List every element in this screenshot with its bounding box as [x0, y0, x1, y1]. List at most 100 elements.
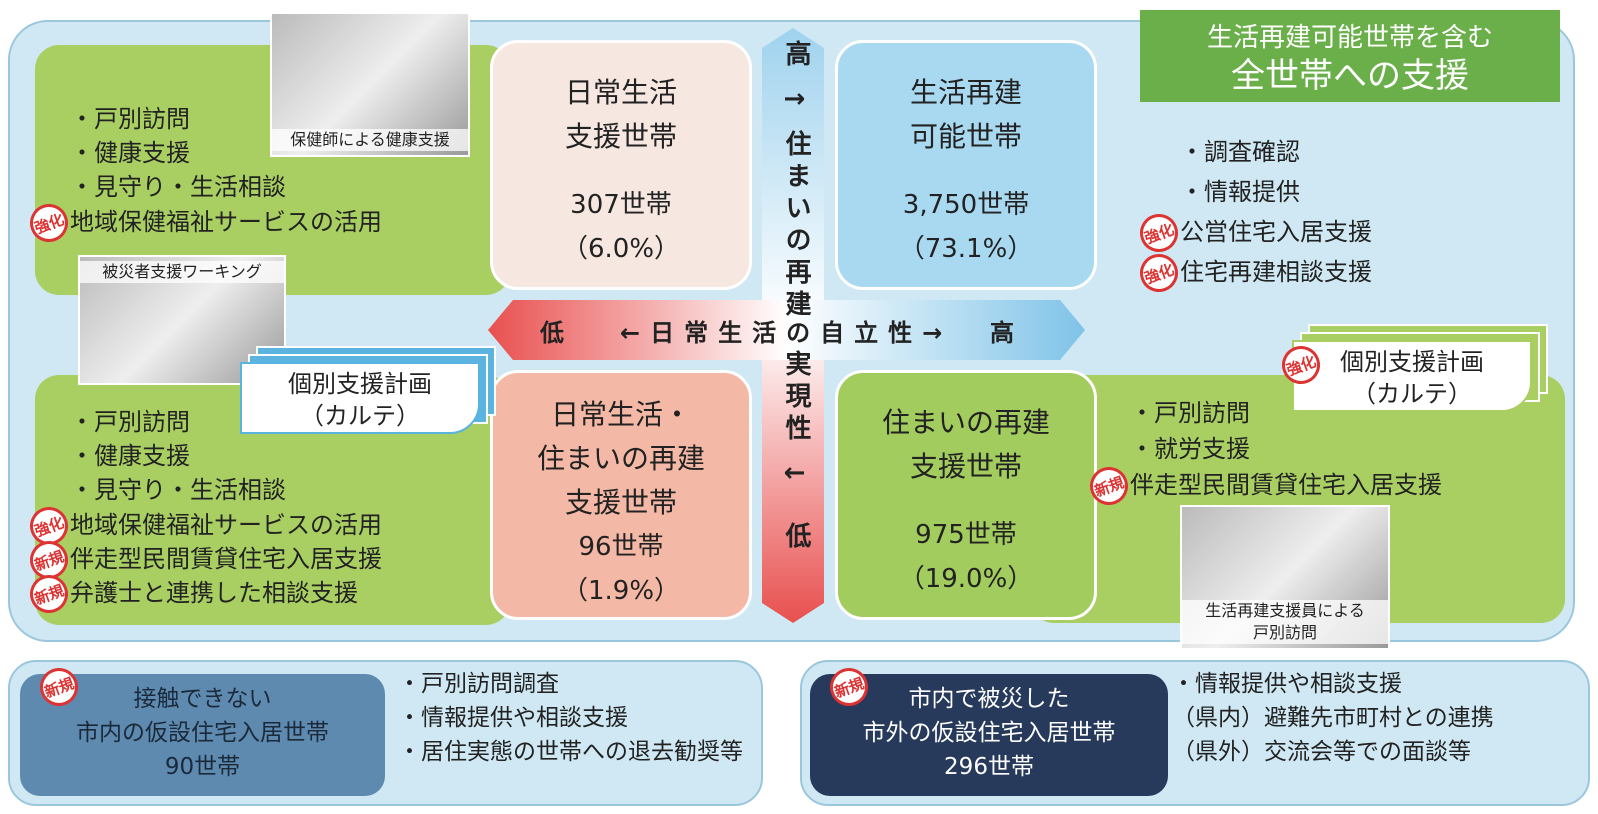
list-item: ・就労支援 [1130, 431, 1250, 467]
quadrant-title: 住まいの再建 [536, 442, 705, 475]
axis-label: 住まいの再建 [781, 130, 811, 322]
quadrant-title: 可能世帯 [909, 120, 1022, 153]
quadrant-percent: （73.1%） [898, 234, 1034, 264]
list-item: ・情報提供や相談支援 [398, 702, 758, 734]
caption-line: 被災者支援ワーキング [102, 262, 262, 281]
quadrant-title: 日常生活・ [550, 398, 691, 431]
list-text: 伴走型民間賃貸住宅入居支援 [1130, 471, 1442, 499]
karte-line: （カルテ） [300, 402, 420, 430]
list-item: 新規 伴走型民間賃貸住宅入居支援 [24, 535, 382, 585]
quadrant-title: 支援世帯 [564, 120, 677, 153]
karte: 個別支援計画 （カルテ） [1292, 340, 1532, 412]
photo-caption: 生活再建支援員による 戸別訪問 [1182, 600, 1388, 644]
list-item: ・戸別訪問 [1130, 395, 1250, 431]
list-text: 地域保健福祉サービスの活用 [70, 511, 382, 539]
bullet: ・ [1172, 671, 1195, 697]
bullet: ・ [398, 739, 421, 765]
karte-line: （カルテ） [1352, 380, 1472, 408]
list-item: ・戸別訪問調査 [398, 668, 758, 700]
list-item: （県外）交流会等での面談等 [1172, 736, 1592, 768]
list-item: （県内）避難先市町村との連携 [1172, 702, 1592, 734]
quadrant: 住まいの再建 支援世帯 975世帯 （19.0%） [835, 370, 1097, 620]
bullet: ・ [70, 139, 94, 167]
list-item: ・戸別訪問 [70, 405, 190, 439]
karte-line: 個別支援計画 [288, 370, 432, 398]
list-item: 新規 伴走型民間賃貸住宅入居支援 [1084, 461, 1442, 511]
bullet: ・ [70, 105, 94, 133]
axis-label: ↑ [778, 88, 808, 116]
list-text: 地域保健福祉サービスの活用 [70, 208, 382, 236]
banner: 生活再建可能世帯を含む 全世帯への支援 [1140, 10, 1560, 102]
list-text: 情報提供や相談支援 [1195, 671, 1402, 697]
list-text: 弁護士と連携した相談支援 [70, 579, 358, 607]
karte-line: 個別支援計画 [1340, 348, 1484, 376]
list-item: 強化 公営住宅入居支援 [1134, 208, 1372, 258]
caption-line: 保健師による健康支援 [290, 130, 450, 149]
axis-label: 低 [540, 319, 564, 347]
quadrant-count: 975世帯 [915, 520, 1017, 550]
bullet: ・ [70, 476, 94, 504]
list-text: 見守り・生活相談 [94, 476, 286, 504]
bullet: ・ [1180, 138, 1204, 166]
list-item: ・情報提供 [1180, 172, 1300, 212]
quadrant-title: 住まいの再建 [881, 406, 1050, 439]
bullet: ・ [1130, 435, 1154, 463]
list-text: 戸別訪問 [94, 105, 190, 133]
list-text: 調査確認 [1204, 138, 1300, 166]
list-item: ・調査確認 [1180, 132, 1300, 172]
caption-line: 戸別訪問 [1252, 623, 1317, 642]
bottom-line: 市外の仮設住宅入居世帯 [862, 720, 1116, 746]
list-item: 強化 住宅再建相談支援 [1134, 248, 1372, 298]
quadrant-count: 96世帯 [578, 532, 664, 562]
bullet: ・ [1180, 178, 1204, 206]
list-text: 見守り・生活相談 [94, 173, 286, 201]
photo-caption: 被災者支援ワーキング [80, 261, 284, 283]
bottom-line: 90世帯 [164, 754, 241, 780]
list-text: 戸別訪問 [94, 408, 190, 436]
list-item: 新規 弁護士と連携した相談支援 [24, 569, 358, 619]
bullet: ・ [70, 442, 94, 470]
list-text: 公営住宅入居支援 [1180, 218, 1372, 246]
list-item: ・見守り・生活相談 [70, 170, 286, 204]
quadrant: 日常生活支援世帯 307世帯 （6.0%） [490, 40, 752, 290]
list-item: 強化 地域保健福祉サービスの活用 [24, 501, 382, 551]
bullet: ・ [70, 408, 94, 436]
bullet: ・ [70, 173, 94, 201]
bottom-line: 市内で被災した [908, 686, 1070, 712]
photo-caption: 保健師による健康支援 [272, 129, 468, 151]
list-text: 居住実態の世帯への退去勧奨等 [421, 739, 743, 765]
bullet: ・ [398, 671, 421, 697]
spacer [493, 159, 749, 183]
photo: 保健師による健康支援 [270, 12, 470, 157]
axis-label: 高 [990, 319, 1014, 347]
list-text: 住宅再建相談支援 [1180, 258, 1372, 286]
axis-label: 高 [781, 40, 811, 72]
list-text: 健康支援 [94, 442, 190, 470]
quadrant-percent: （6.0%） [561, 234, 681, 264]
list-text: 伴走型民間賃貸住宅入居支援 [70, 545, 382, 573]
horizontal-arrow [488, 300, 1085, 360]
list-item: ・健康支援 [70, 439, 190, 473]
spacer [838, 159, 1094, 183]
quadrant-count: 3,750世帯 [902, 190, 1030, 220]
quadrant: 日常生活・ 住まいの再建 支援世帯 96世帯 （1.9%） [490, 370, 752, 620]
quadrant-title: 生活再建 [909, 76, 1022, 109]
caption-line: 生活再建支援員による [1205, 601, 1365, 620]
photo: 生活再建支援員による 戸別訪問 [1180, 505, 1390, 650]
list-item: ・見守り・生活相談 [70, 473, 286, 507]
quadrant-title: 日常生活 [564, 76, 677, 109]
quadrant-title: 支援世帯 [909, 450, 1022, 483]
axis-label: ←日常生活の自立性→ [620, 319, 953, 347]
quadrant-count: 307世帯 [570, 190, 672, 220]
quadrant-title: 支援世帯 [564, 486, 677, 519]
quadrant-percent: （19.0%） [898, 564, 1034, 594]
quadrant: 生活再建可能世帯 3,750世帯 （73.1%） [835, 40, 1097, 290]
bottom-line: 296世帯 [944, 754, 1034, 780]
list-text: 戸別訪問 [1154, 399, 1250, 427]
bullet: ・ [1130, 399, 1154, 427]
karte: 個別支援計画 （カルテ） [240, 362, 480, 434]
list-text: （県内）避難先市町村との連携 [1172, 705, 1494, 731]
list-text: （県外）交流会等での面談等 [1172, 739, 1471, 765]
bullet: ・ [398, 705, 421, 731]
